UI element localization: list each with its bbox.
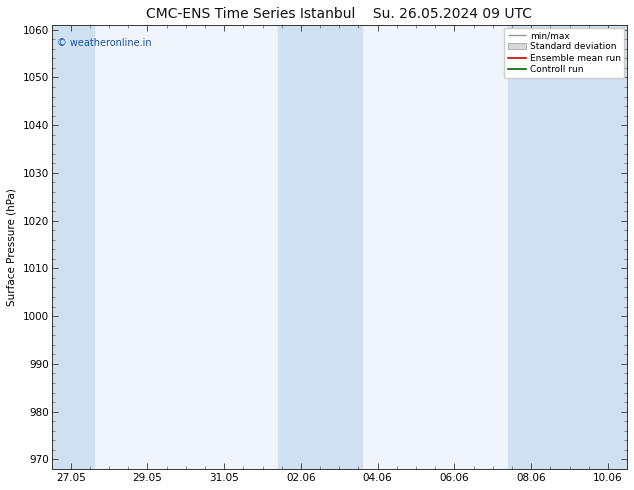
Legend: min/max, Standard deviation, Ensemble mean run, Controll run: min/max, Standard deviation, Ensemble me… [505, 27, 624, 77]
Bar [278, 25, 362, 469]
Bar [508, 25, 627, 469]
Bar [51, 25, 94, 469]
Y-axis label: Surface Pressure (hPa): Surface Pressure (hPa) [7, 188, 17, 306]
Text: © weatheronline.in: © weatheronline.in [57, 38, 152, 48]
Title: CMC-ENS Time Series Istanbul    Su. 26.05.2024 09 UTC: CMC-ENS Time Series Istanbul Su. 26.05.2… [146, 7, 533, 21]
